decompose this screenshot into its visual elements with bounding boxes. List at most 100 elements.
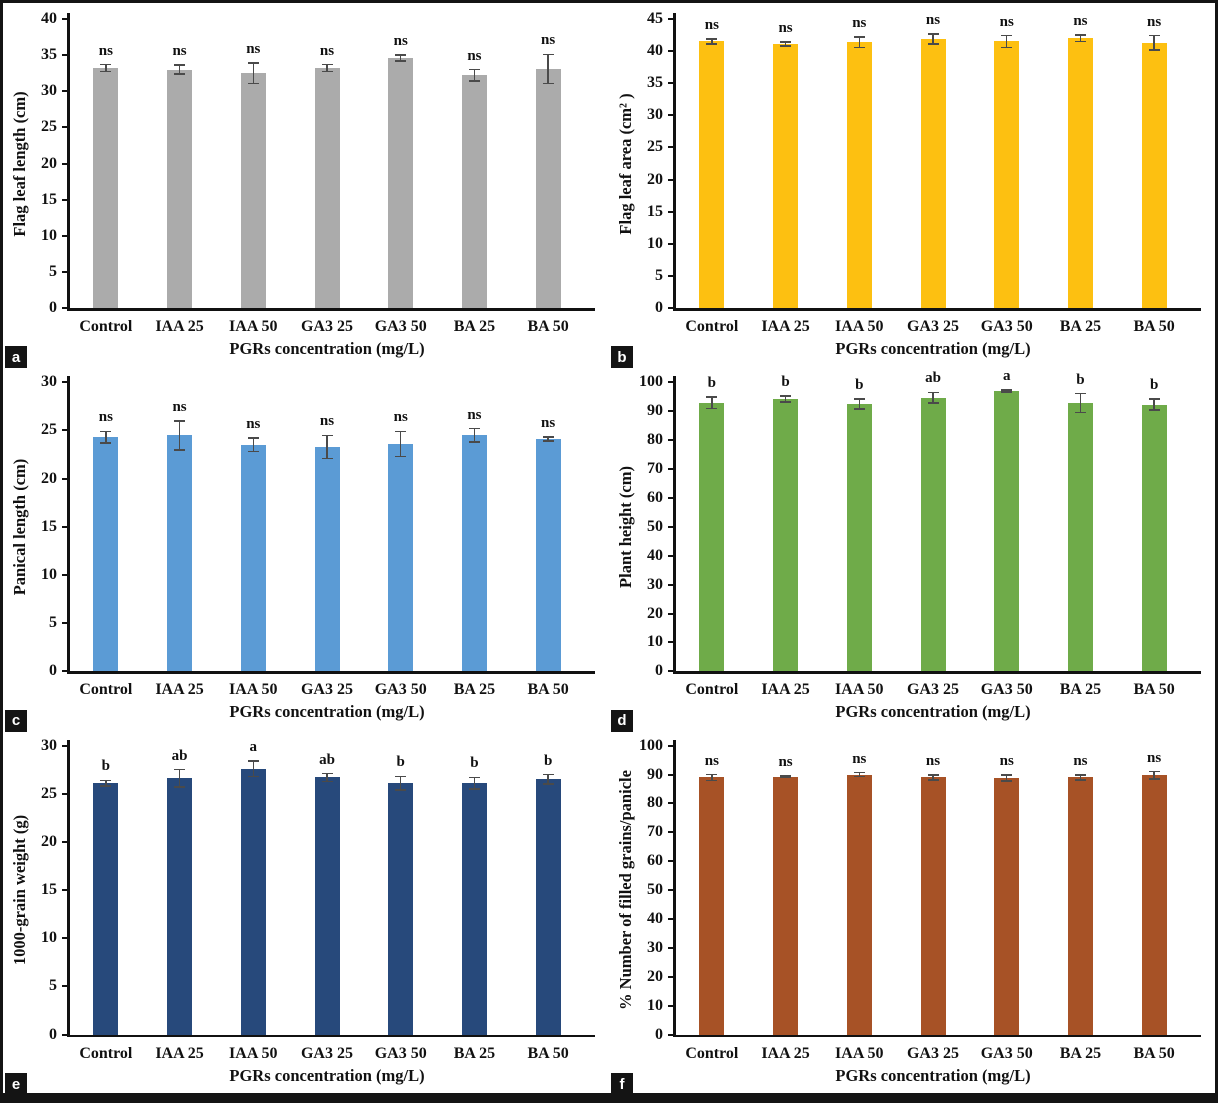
error-bar-cap-top xyxy=(780,41,792,43)
x-category-label: BA 50 xyxy=(1133,318,1175,335)
y-tick-mark xyxy=(668,496,675,499)
error-bar-line xyxy=(858,399,861,409)
x-category-label: GA3 25 xyxy=(906,318,959,335)
bar-ga3-50 xyxy=(994,390,1020,672)
panel-f: % Number of filled grains/panicle 0 10 20 30… xyxy=(609,730,1215,1095)
error-bar-cap-bottom xyxy=(706,779,718,782)
y-tick-label: 25 xyxy=(41,784,57,802)
x-category-label: IAA 50 xyxy=(835,681,884,699)
y-tick-label: 100 xyxy=(639,736,663,754)
significance-label: b xyxy=(1076,371,1085,388)
significance-label: ns xyxy=(778,754,793,770)
panel-c: Panical length (cm) 0 5 10 15 20 25 30 ns Control… xyxy=(3,366,609,732)
error-bar-line xyxy=(711,396,713,409)
x-category-label: IAA 25 xyxy=(761,681,810,699)
bar-iaa-50 xyxy=(846,42,872,308)
error-bar-cap-top xyxy=(174,64,186,66)
error-bar-cap-top xyxy=(468,68,480,71)
error-bar-cap-bottom xyxy=(780,776,792,779)
error-bar-cap-top xyxy=(100,63,112,66)
error-bar-line xyxy=(932,775,934,780)
y-tick-mark xyxy=(668,18,675,20)
significance-label: ns xyxy=(393,409,408,426)
significance-label: ab xyxy=(319,751,335,768)
significance-label: b xyxy=(1149,377,1159,394)
significance-label: ns xyxy=(541,415,556,432)
y-tick-label: 80 xyxy=(647,431,663,449)
y-tick-label: 30 xyxy=(41,82,57,100)
bar-iaa-25 xyxy=(773,44,799,308)
significance-label: ns xyxy=(925,11,941,28)
significance-label: a xyxy=(249,739,258,756)
error-bar-line xyxy=(178,65,181,74)
y-tick-label: 0 xyxy=(655,299,663,316)
error-bar-cap-top xyxy=(247,62,259,64)
y-tick-label: 45 xyxy=(647,10,663,27)
error-bar-cap-bottom xyxy=(174,449,186,451)
y-tick-label: 70 xyxy=(647,460,663,478)
error-bar-line xyxy=(1005,775,1008,781)
y-tick-label: 30 xyxy=(647,575,663,593)
error-bar-line xyxy=(1005,35,1008,48)
error-bar-cap-bottom xyxy=(174,73,186,75)
y-tick-label: 20 xyxy=(647,604,663,622)
x-category-label: GA3 50 xyxy=(980,1044,1033,1062)
error-bar-cap-top xyxy=(1001,34,1013,37)
y-tick-label: 70 xyxy=(647,823,663,841)
y-tick-mark xyxy=(668,82,675,85)
error-bar-cap-bottom xyxy=(927,779,939,781)
error-bar-cap-bottom xyxy=(1074,779,1086,781)
y-tick-mark xyxy=(62,792,69,795)
significance-label: ns xyxy=(541,32,556,49)
bar-ba-25 xyxy=(461,783,487,1035)
error-bar-cap-bottom xyxy=(1148,778,1160,780)
bar-iaa-50 xyxy=(240,73,266,308)
y-tick-mark xyxy=(62,525,69,528)
x-axis-title: PGRs concentration (mg/L) xyxy=(835,702,1031,722)
error-bar-cap-top xyxy=(100,779,112,782)
y-tick-label: 20 xyxy=(41,154,57,172)
bar-control xyxy=(699,402,725,672)
x-category-label: Control xyxy=(685,318,739,335)
error-bar-cap-bottom xyxy=(1148,409,1160,411)
bar-ba-50 xyxy=(1141,42,1167,308)
x-category-label: GA3 25 xyxy=(300,1044,353,1062)
x-axis-title: PGRs concentration (mg/L) xyxy=(229,339,425,358)
panel-letter-badge-f: f xyxy=(611,1073,633,1095)
bar-ba-25 xyxy=(461,75,487,308)
error-bar-cap-bottom xyxy=(247,450,259,453)
error-bar-cap-bottom xyxy=(395,60,407,62)
bar-ga3-25 xyxy=(314,68,340,308)
y-tick-label: 0 xyxy=(49,299,57,316)
y-tick-mark xyxy=(62,1033,69,1036)
error-bar-line xyxy=(399,55,402,61)
error-bar-line xyxy=(105,64,107,72)
significance-label: b xyxy=(396,754,405,771)
y-tick-label: 50 xyxy=(647,881,663,899)
error-bar-line xyxy=(1079,393,1082,413)
significance-label: ns xyxy=(1073,13,1088,30)
y-tick-label: 90 xyxy=(647,402,663,420)
error-bar-line xyxy=(1153,399,1155,411)
significance-label: ns xyxy=(852,14,867,31)
error-bar-cap-bottom xyxy=(853,408,865,410)
y-tick-label: 15 xyxy=(41,190,57,208)
y-tick-label: 5 xyxy=(49,262,57,280)
error-bar-line xyxy=(932,33,934,45)
error-bar-cap-bottom xyxy=(1001,780,1013,782)
error-bar-cap-top xyxy=(706,38,718,40)
y-tick-mark xyxy=(668,641,675,644)
y-tick-label: 5 xyxy=(655,266,663,284)
x-category-label: IAA 25 xyxy=(155,318,204,335)
bar-control xyxy=(93,783,119,1035)
error-bar-cap-top xyxy=(247,437,259,439)
bar-ba-50 xyxy=(535,68,561,308)
significance-label: b xyxy=(707,374,717,391)
significance-label: b xyxy=(101,758,111,775)
y-tick-mark xyxy=(62,18,69,20)
error-bar-cap-bottom xyxy=(395,455,407,458)
y-tick-mark xyxy=(668,525,675,528)
y-tick-mark xyxy=(62,889,69,892)
panel-letter-badge-c: c xyxy=(5,709,27,732)
error-bar-cap-top xyxy=(395,54,407,56)
